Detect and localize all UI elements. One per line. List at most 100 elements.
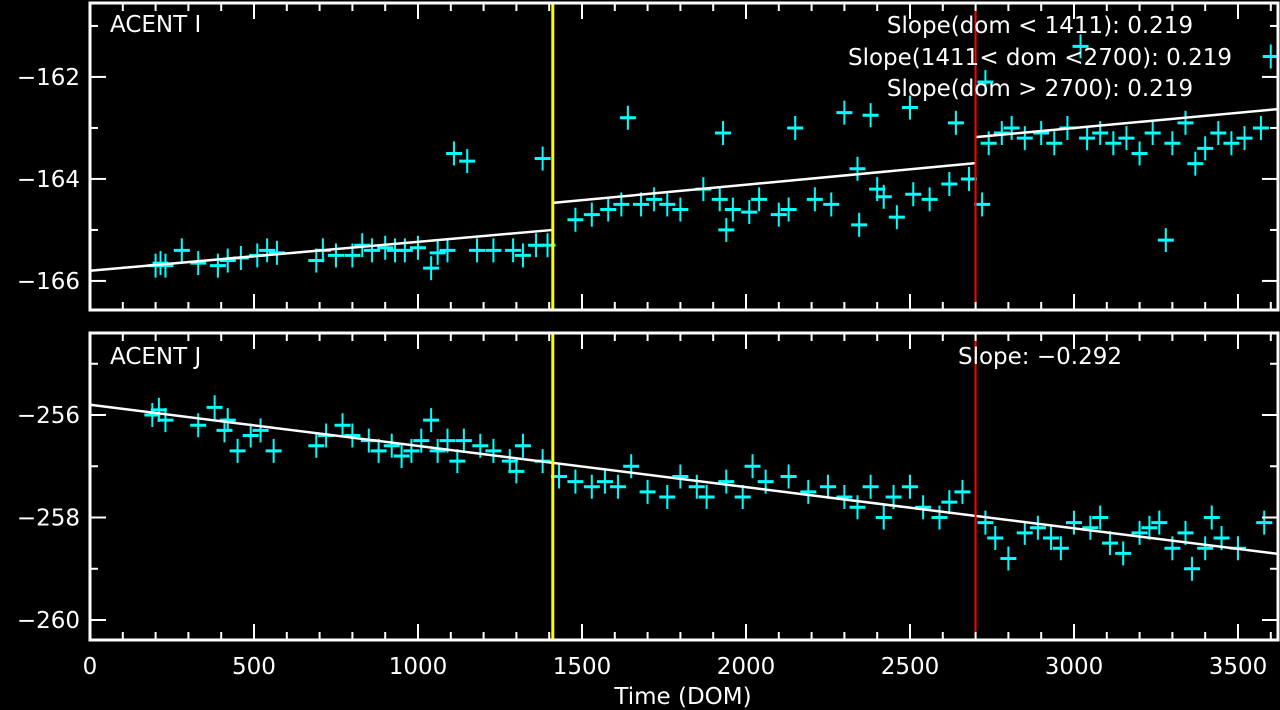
data-point: [787, 115, 804, 140]
y-tick-label: −166: [17, 269, 80, 295]
y-tick-label: −260: [17, 608, 80, 634]
data-point: [921, 187, 938, 212]
y-tick-label: −162: [17, 65, 80, 91]
data-point: [209, 253, 226, 278]
x-tick-label: 1000: [389, 654, 448, 680]
data-point: [851, 212, 868, 237]
data-point: [413, 428, 430, 453]
data-point: [252, 418, 269, 443]
data-point: [242, 423, 259, 448]
data-point: [1065, 510, 1082, 535]
data-point: [806, 187, 823, 212]
data-point: [514, 243, 531, 268]
data-point: [1092, 505, 1109, 530]
data-point: [508, 459, 525, 484]
data-point: [583, 202, 600, 227]
data-point: [206, 395, 223, 420]
data-point: [1197, 136, 1214, 161]
data-point: [639, 479, 656, 504]
data-point: [429, 240, 446, 265]
x-tick-label: 2500: [881, 654, 940, 680]
data-point: [150, 397, 167, 422]
data-point: [1210, 121, 1227, 146]
slope-annotation-2: Slope(1411< dom <2700): 0.219: [848, 45, 1232, 71]
data-point: [327, 243, 344, 268]
data-point: [265, 438, 282, 463]
data-point: [862, 474, 879, 499]
data-point: [1105, 131, 1122, 156]
data-point: [947, 110, 964, 135]
data-point: [229, 438, 246, 463]
fit-line: [89, 403, 1279, 556]
data-point: [610, 474, 627, 499]
x-tick-label: 3000: [1045, 654, 1104, 680]
data-point: [941, 490, 958, 515]
data-point: [954, 479, 971, 504]
slope-annotation-j: Slope: −0.292: [958, 344, 1122, 370]
panel-title-acent-j: ACENT J: [110, 344, 201, 370]
data-point: [364, 238, 381, 263]
data-point: [1016, 126, 1033, 151]
data-point: [173, 238, 190, 263]
data-point: [1072, 34, 1089, 59]
data-point: [1131, 141, 1148, 166]
data-point: [567, 207, 584, 232]
data-point: [698, 485, 715, 510]
data-point: [836, 485, 853, 510]
data-point: [308, 433, 325, 458]
data-point: [623, 454, 640, 479]
data-point: [1033, 121, 1050, 146]
data-point: [977, 70, 994, 95]
panel-title-acent-i: ACENT I: [110, 12, 201, 38]
data-point: [409, 235, 426, 260]
data-point: [1144, 121, 1161, 146]
data-point: [429, 438, 446, 463]
data-point: [849, 156, 866, 181]
data-point: [1184, 556, 1201, 581]
data-point: [974, 192, 991, 217]
data-point: [449, 449, 466, 474]
data-point: [455, 428, 472, 453]
data-point: [770, 202, 787, 227]
data-point: [1157, 228, 1174, 253]
data-point: [780, 464, 797, 489]
data-point: [485, 438, 502, 463]
data-point: [1262, 44, 1279, 69]
data-point: [446, 141, 463, 166]
x-tick-label: 3500: [1209, 654, 1268, 680]
data-point: [901, 474, 918, 499]
data-point: [393, 444, 410, 469]
data-point: [439, 238, 456, 263]
data-point: [875, 184, 892, 209]
data-point: [941, 172, 958, 197]
data-point: [157, 408, 174, 433]
data-point: [619, 105, 636, 130]
data-point: [905, 182, 922, 207]
data-point: [780, 197, 797, 222]
y-tick-label: −164: [17, 167, 80, 193]
panel-acent-j: −260 −258 −256 0 500 1000 1500 2000 2500 3000 3500: [17, 331, 1280, 680]
data-point: [1016, 520, 1033, 545]
data-point: [485, 238, 502, 263]
data-point: [1131, 520, 1148, 545]
data-point: [823, 192, 840, 217]
data-point: [383, 433, 400, 458]
x-tick-label: 2000: [717, 654, 776, 680]
data-point: [800, 479, 817, 504]
data-point: [219, 248, 236, 273]
data-point: [1252, 115, 1269, 140]
y-tick-label: −256: [17, 403, 80, 429]
data-point: [1197, 536, 1214, 561]
data-point: [961, 166, 978, 191]
data-point: [1043, 526, 1060, 551]
data-point: [688, 474, 705, 499]
data-point: [377, 235, 394, 260]
data-point: [534, 146, 551, 171]
data-point: [514, 433, 531, 458]
data-point: [724, 197, 741, 222]
data-point: [901, 95, 918, 120]
data-point: [751, 187, 768, 212]
x-tick-label: 1500: [553, 654, 612, 680]
data-point: [459, 149, 476, 174]
